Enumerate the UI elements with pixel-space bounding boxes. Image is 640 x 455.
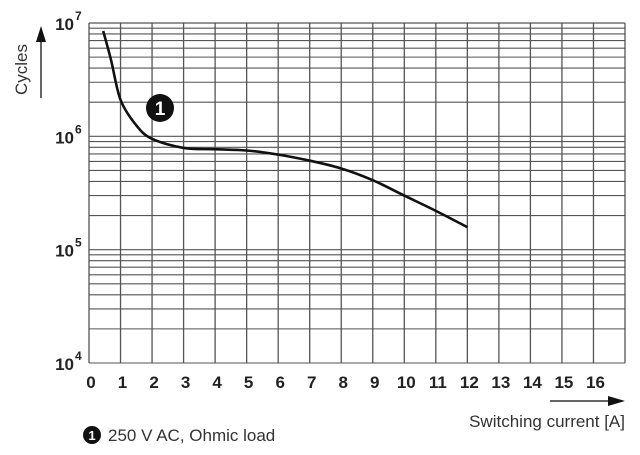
x-axis-label: Switching current [A] [469,412,625,431]
x-tick-label: 10 [397,373,416,392]
legend: 1 250 V AC, Ohmic load [83,426,275,445]
y-tick-label: 10 [55,15,74,34]
y-axis-title: Cycles [12,26,46,98]
y-tick-exponent: 4 [75,349,82,363]
series-marker-badge: 1 [146,94,174,122]
x-axis-arrow-icon [608,396,625,406]
x-tick-label: 2 [149,373,158,392]
legend-text: 250 V AC, Ohmic load [108,426,275,445]
x-tick-label: 13 [491,373,510,392]
x-tick-label: 4 [212,373,222,392]
grid [88,22,626,364]
y-tick-exponent: 6 [75,122,82,136]
x-tick-label: 1 [118,373,127,392]
x-tick-label: 0 [86,373,95,392]
x-tick-label: 14 [523,373,542,392]
x-tick-label: 9 [370,373,379,392]
y-tick-exponent: 7 [75,9,82,23]
legend-marker [83,426,101,444]
x-tick-label: 7 [307,373,316,392]
x-tick-label: 6 [275,373,284,392]
x-tick-label: 3 [181,373,190,392]
x-axis-title: Switching current [A] [469,396,625,431]
x-tick-label: 12 [460,373,479,392]
y-tick-exponent: 5 [75,236,82,250]
series-line-250vac [101,30,468,229]
y-tick-label: 10 [55,128,74,147]
series-marker-label: 1 [155,99,166,120]
y-tick-label: 10 [55,355,74,374]
x-tick-label: 8 [339,373,348,392]
x-tick-label: 5 [244,373,253,392]
x-tick-label: 16 [586,373,605,392]
y-axis-label: Cycles [12,44,31,95]
y-axis-arrow-icon [36,26,46,42]
x-tick-label: 15 [554,373,573,392]
y-tick-label: 10 [55,242,74,261]
x-tick-label: 11 [429,373,447,392]
legend-marker-label: 1 [88,428,95,443]
